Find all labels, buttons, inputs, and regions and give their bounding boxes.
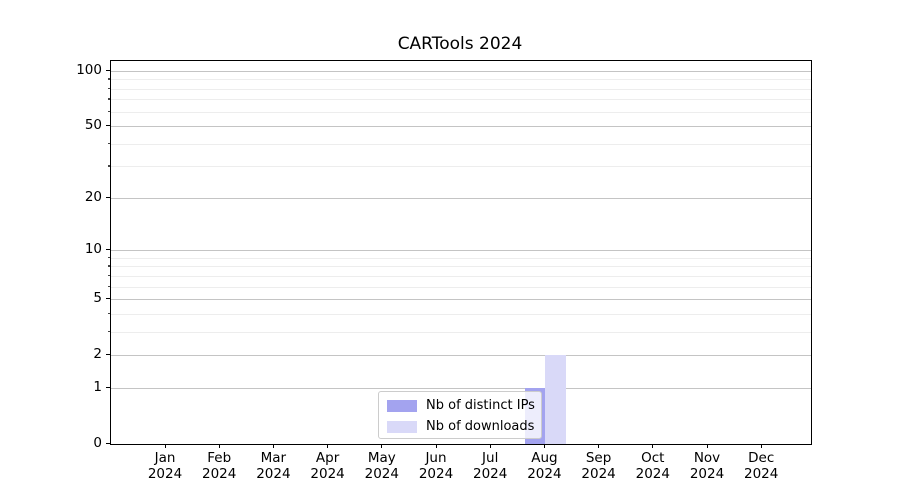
major-gridline xyxy=(111,197,811,199)
minor-gridline xyxy=(111,266,811,268)
y-tick-mark xyxy=(106,70,110,72)
legend-entry-distinct-ips: Nb of distinct IPs xyxy=(387,395,541,416)
x-tick-label: May 2024 xyxy=(364,450,399,482)
x-tick-label: Mar 2024 xyxy=(256,450,291,482)
y-minor-tick xyxy=(107,330,110,333)
legend-swatch-downloads xyxy=(387,420,417,433)
y-minor-tick xyxy=(107,265,110,267)
y-tick-label: 2 xyxy=(93,346,102,363)
legend-entry-downloads: Nb of downloads xyxy=(387,416,541,437)
legend-label-downloads: Nb of downloads xyxy=(426,419,535,434)
minor-gridline xyxy=(111,79,811,81)
y-tick-label: 100 xyxy=(76,62,102,78)
legend-label-distinct-ips: Nb of distinct IPs xyxy=(426,398,535,413)
major-gridline xyxy=(111,71,811,72)
y-tick-mark xyxy=(106,386,110,389)
minor-gridline xyxy=(111,111,811,113)
y-tick-label: 0 xyxy=(93,435,102,451)
x-tick-label: Nov 2024 xyxy=(689,450,725,482)
y-tick-mark xyxy=(106,298,110,300)
minor-gridline xyxy=(111,143,811,145)
y-minor-tick xyxy=(107,78,110,80)
y-minor-tick xyxy=(107,256,110,259)
x-tick-label: Sep 2024 xyxy=(581,450,616,482)
minor-gridline xyxy=(111,99,811,101)
y-minor-tick xyxy=(107,87,110,90)
x-tick-mark xyxy=(272,444,275,448)
y-tick-mark xyxy=(106,249,110,251)
y-tick-label: 50 xyxy=(84,117,102,134)
minor-gridline xyxy=(111,88,811,90)
x-tick-mark xyxy=(760,444,762,448)
minor-gridline xyxy=(111,257,811,259)
x-tick-mark xyxy=(327,444,329,448)
y-tick-mark xyxy=(106,125,110,127)
x-tick-mark xyxy=(218,444,220,448)
x-tick-label: Jan 2024 xyxy=(147,450,183,482)
x-tick-mark xyxy=(543,444,546,448)
x-tick-label: Dec 2024 xyxy=(744,450,779,482)
y-tick-mark xyxy=(106,354,110,356)
y-minor-tick xyxy=(107,142,110,145)
major-gridline xyxy=(111,250,811,252)
x-tick-mark xyxy=(164,444,166,448)
major-gridline xyxy=(111,126,811,128)
x-tick-mark xyxy=(489,444,491,448)
chart-title: CARTools 2024 xyxy=(397,34,523,54)
x-tick-label: Aug 2024 xyxy=(527,450,562,482)
minor-gridline xyxy=(111,166,811,168)
x-tick-label: Oct 2024 xyxy=(635,450,670,482)
x-tick-label: Jun 2024 xyxy=(418,450,454,482)
minor-gridline xyxy=(111,331,811,333)
y-minor-tick xyxy=(107,274,110,277)
x-tick-mark xyxy=(598,444,600,448)
y-tick-mark xyxy=(106,196,110,199)
x-tick-mark xyxy=(706,444,708,448)
x-tick-label: Feb 2024 xyxy=(202,450,237,482)
y-tick-label: 5 xyxy=(93,290,102,307)
y-minor-tick xyxy=(107,165,110,167)
legend-swatch-distinct-ips xyxy=(387,399,417,412)
major-gridline xyxy=(111,299,811,301)
y-minor-tick xyxy=(107,312,110,315)
y-tick-mark xyxy=(106,443,110,445)
x-tick-label: Apr 2024 xyxy=(310,450,345,482)
legend: Nb of distinct IPs Nb of downloads xyxy=(378,391,542,439)
plot-area xyxy=(110,60,812,445)
x-tick-label: Jul 2024 xyxy=(473,450,508,482)
major-gridline xyxy=(111,355,811,357)
x-tick-mark xyxy=(435,444,437,448)
y-tick-label: 10 xyxy=(84,241,102,258)
y-tick-label: 20 xyxy=(84,188,102,205)
x-tick-mark xyxy=(652,444,654,448)
y-minor-tick xyxy=(107,98,110,100)
x-tick-mark xyxy=(381,444,383,448)
y-minor-tick xyxy=(107,110,110,112)
major-gridline xyxy=(111,387,811,389)
minor-gridline xyxy=(111,286,811,288)
bar-nb-of-downloads-aug-2024 xyxy=(545,355,566,444)
y-tick-label: 1 xyxy=(93,378,102,395)
y-minor-tick xyxy=(107,285,110,287)
minor-gridline xyxy=(111,275,811,277)
minor-gridline xyxy=(111,313,811,315)
